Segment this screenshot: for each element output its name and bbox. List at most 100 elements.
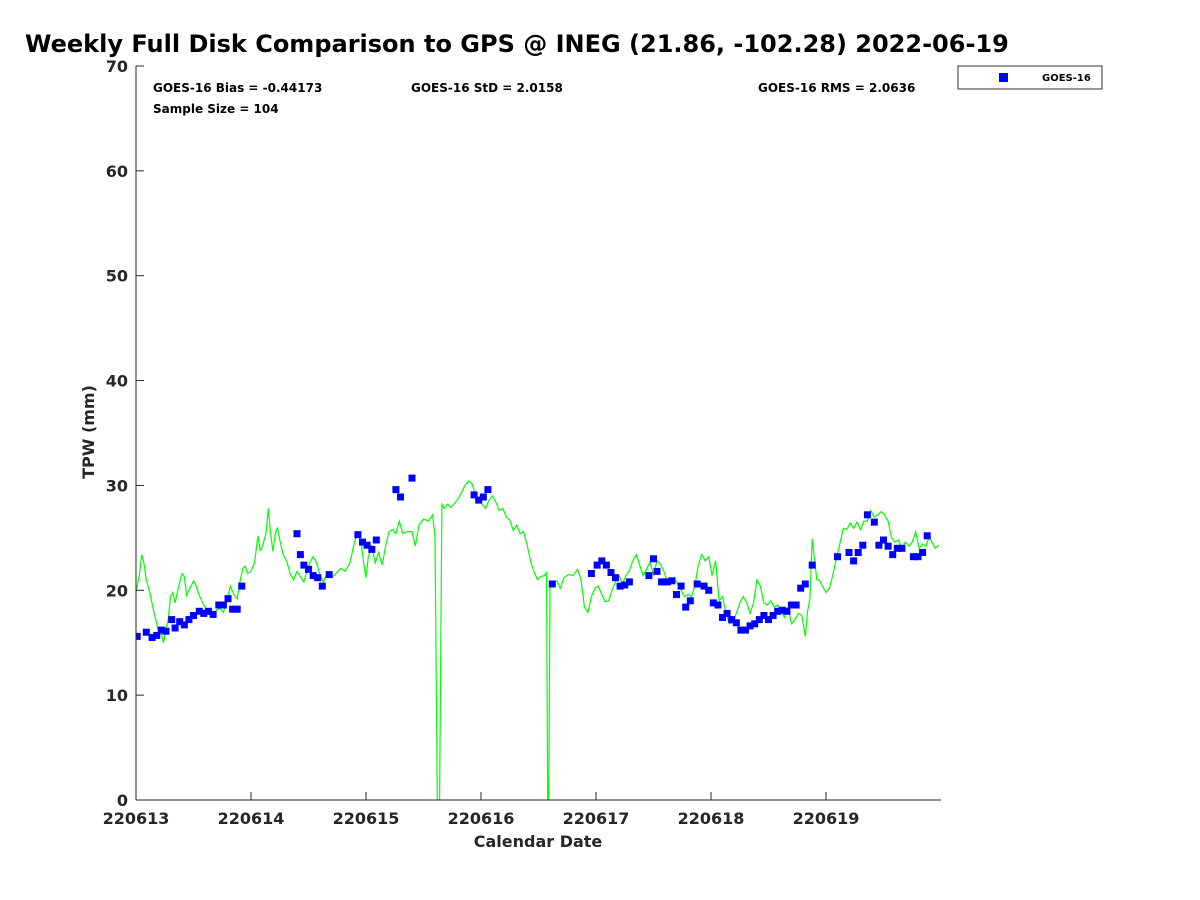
goes16-data-point [359,538,366,546]
goes16-data-point [737,626,745,634]
goes16-data-point [171,624,179,632]
legend-marker [999,73,1008,82]
goes16-data-point [859,541,867,549]
goes16-data-point [363,541,371,549]
goes16-data-point [728,616,736,624]
goes16-data-point [751,620,759,628]
goes16-data-point [845,549,853,556]
std-stat: GOES-16 StD = 2.0158 [411,81,563,95]
goes16-data-point [808,561,816,569]
goes16-data-point [136,632,141,640]
goes16-data-point [296,551,304,559]
goes16-data-point [325,571,333,579]
bias-stat: GOES-16 Bias = -0.44173 [153,81,322,95]
goes16-data-point [875,541,883,549]
goes16-data-point [653,567,661,575]
legend: GOES-16 [957,65,1103,90]
x-tick-label: 220613 [103,809,170,828]
goes16-data-point [293,530,301,538]
y-tick-label: 40 [106,372,128,391]
axes: 0 10 20 30 40 50 60 70 220613 220614 220615 220616 2… [103,57,941,828]
goes16-data-point [919,549,927,556]
goes16-data-point [668,577,676,585]
goes16-data-point [548,580,556,588]
goes16-data-point [774,607,782,615]
goes16-data-point [778,606,786,614]
goes16-data-point [765,616,772,624]
x-axis-label: Calendar Date [474,832,603,851]
goes16-data-point [148,634,156,641]
goes16-data-point [475,496,483,504]
goes16-data-point [593,561,601,569]
goes16-data-point [180,621,188,629]
x-tick-label: 220616 [448,809,515,828]
goes16-data-point [607,569,615,576]
goes16-data-point [792,601,800,609]
goes16-data-point [625,578,633,586]
sample-size-stat: Sample Size = 104 [153,102,279,116]
goes16-data-point [746,622,754,630]
goes16-data-point [185,616,193,624]
legend-label: GOES-16 [1042,73,1091,84]
rms-stat: GOES-16 RMS = 2.0636 [758,81,915,95]
goes16-data-point [598,557,606,565]
goes16-data-point [742,626,749,634]
goes16-data-point [392,486,400,494]
goes16-data-point [893,544,901,552]
y-tick-label: 10 [106,686,128,705]
y-tick-label: 0 [117,791,128,810]
goes16-data-point [783,607,791,615]
y-tick-label: 50 [106,267,128,286]
goes16-data-point [408,474,416,482]
goes16-data-point [673,591,680,598]
goes16-data-point [616,582,624,590]
goes16-data-point [714,601,722,609]
goes16-data-point [700,582,708,590]
goes16-data-point [314,574,322,582]
goes16-data-point [889,551,897,559]
goes16-data-point [309,572,317,580]
goes16-data-point [788,601,795,609]
goes16-data-point [693,580,701,588]
goes16-data-point [834,553,841,561]
goes16-data-point [484,486,492,494]
goes16-data-point [719,614,726,621]
goes16-data-point [705,586,713,594]
goes16-data-point [760,612,768,619]
y-tick-label: 30 [106,476,128,495]
goes16-data-point [650,555,657,563]
goes16-data-point [229,605,237,613]
goes16-data-point [168,616,176,624]
goes16-data-point [870,518,878,526]
goes16-data-point [397,493,404,501]
goes16-data-point [318,582,326,590]
x-tick-label: 220618 [678,809,745,828]
x-tick-label: 220615 [333,809,400,828]
goes16-data-point [238,582,246,590]
goes16-data-point [612,574,619,582]
goes16-data-point [157,626,165,634]
goes16-data-point [215,601,223,609]
legend-box [957,65,1103,90]
goes16-data-point [479,493,487,501]
goes16-data-point [470,491,478,499]
goes16-data-point [732,619,740,627]
goes16-data-point [769,612,777,619]
x-tick-label: 220619 [793,809,860,828]
goes16-data-point [305,565,312,573]
goes16-data-point [587,570,595,577]
goes16-data-point [880,536,887,544]
goes16-data-point [153,631,161,639]
goes16-data-point [797,584,805,592]
goes16-data-point [686,597,694,605]
goes16-data-point [602,561,610,569]
goes16-data-point [195,607,203,615]
goes16-data-point [709,599,717,607]
goes16-data-point [372,536,380,544]
chart-title: Weekly Full Disk Comparison to GPS @ INE… [25,30,1009,58]
goes16-data-point [677,582,685,590]
goes16-data-point [898,544,906,552]
goes16-data-point [755,616,763,624]
goes16-data-point [909,553,917,561]
